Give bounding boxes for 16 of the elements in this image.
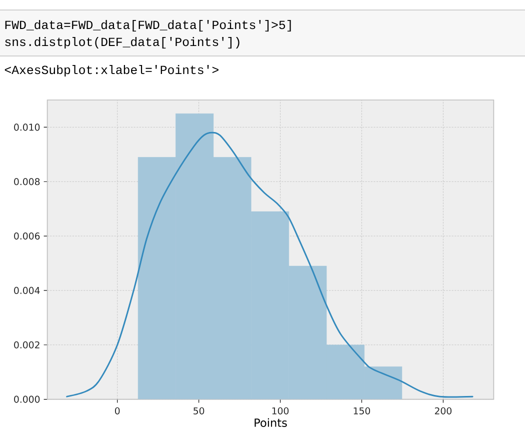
line-series bbox=[66, 132, 474, 398]
text: sns.distplot(DEF_data['Points']) bbox=[5, 37, 240, 49]
x-tick-label: 150 bbox=[354, 407, 370, 414]
x-tick-label: 100 bbox=[272, 407, 289, 414]
text: FWD_data=FWD_data[FWD_data['Points']>5] bbox=[5, 20, 291, 32]
y-tick-label: 0.002 bbox=[14, 341, 40, 348]
y-tick-label: 0.008 bbox=[14, 178, 40, 186]
text: <AxesSubplot:xlabel='Points'> bbox=[4, 65, 218, 77]
y-tick-label: 0.006 bbox=[14, 232, 40, 240]
x-tick-label: 200 bbox=[434, 407, 452, 414]
x-tick-label: 50 bbox=[194, 407, 204, 414]
x-tick-label: 0 bbox=[114, 407, 120, 414]
y-tick-label: 0.000 bbox=[14, 396, 40, 403]
y-tick-label: 0.010 bbox=[14, 124, 40, 131]
x-axis-title: Points bbox=[254, 418, 287, 427]
y-tick-label: 0.004 bbox=[14, 286, 40, 294]
